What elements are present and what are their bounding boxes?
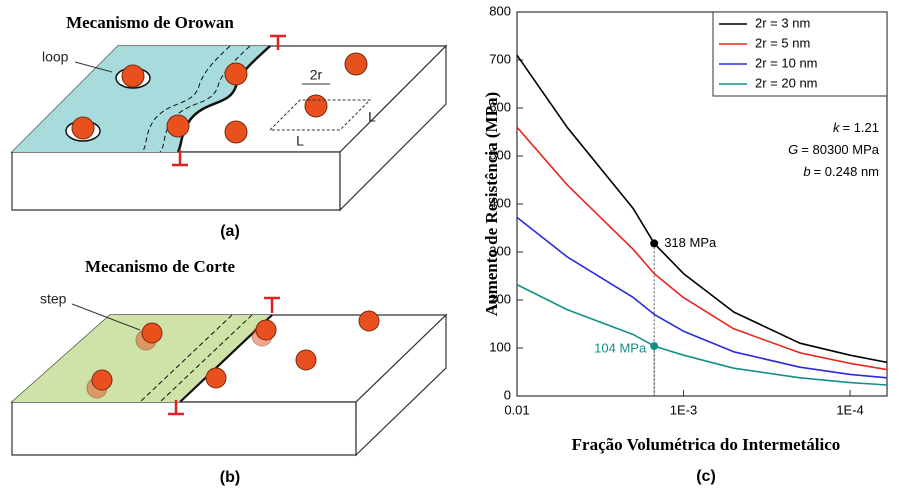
series-line bbox=[516, 216, 888, 379]
x-axis-label: Fração Volumétrica do Intermetálico bbox=[572, 435, 841, 454]
y-tick-label: 500 bbox=[489, 147, 511, 162]
spacing-box bbox=[268, 99, 372, 131]
y-axis-label: Aumento de Resistência (MPa) bbox=[482, 92, 501, 316]
caption: (c) bbox=[696, 468, 716, 485]
label: loop bbox=[42, 49, 69, 65]
constant-symbol: G bbox=[788, 142, 798, 157]
panel-a: Mecanismo de Orowan loop 2r L L (a) bbox=[10, 13, 448, 240]
slab-front bbox=[11, 151, 341, 211]
y-tick-label: 400 bbox=[489, 195, 511, 210]
label: L bbox=[296, 133, 304, 149]
y-tick-label: 600 bbox=[489, 99, 511, 114]
sheared-area bbox=[12, 315, 272, 402]
legend-box bbox=[712, 11, 888, 97]
x-tick-label: 1E-3 bbox=[670, 402, 697, 417]
particles bbox=[71, 52, 368, 144]
legend-label: 2r = 20 nm bbox=[755, 75, 818, 90]
dislocation bbox=[176, 45, 271, 153]
dislocation-trace bbox=[139, 314, 253, 403]
legend-label: 2r = 10 nm bbox=[755, 55, 818, 70]
y-tick-label: 0 bbox=[504, 387, 511, 402]
marker bbox=[650, 342, 659, 351]
y-tick-label: 300 bbox=[489, 243, 511, 258]
panel-b: Mecanismo de Corte step (b) bbox=[10, 257, 448, 486]
dislocation-symbol bbox=[168, 296, 280, 416]
constant: G = 80300 MPa bbox=[788, 142, 880, 157]
panel-title: Mecanismo de Orowan bbox=[66, 13, 234, 32]
x-tick-label: 0.01 bbox=[504, 402, 529, 417]
series-line bbox=[516, 126, 888, 371]
caption: (b) bbox=[220, 469, 240, 486]
panel-title: Mecanismo de Corte bbox=[85, 257, 236, 276]
y-tick-label: 700 bbox=[489, 51, 511, 66]
dislocation-symbol bbox=[172, 34, 286, 167]
constant-value: = 0.248 nm bbox=[814, 164, 879, 179]
pointer bbox=[71, 303, 141, 331]
legend-label: 2r = 3 nm bbox=[755, 15, 810, 30]
particles bbox=[86, 310, 380, 399]
caption: (a) bbox=[220, 223, 240, 240]
slab-front bbox=[11, 401, 357, 456]
y-tick-label: 200 bbox=[489, 291, 511, 306]
label: 2r bbox=[310, 67, 323, 83]
series-line bbox=[516, 283, 888, 386]
constant: b = 0.248 nm bbox=[803, 164, 879, 179]
slab-side bbox=[355, 313, 447, 457]
constant: k = 1.21 bbox=[833, 120, 879, 135]
dislocation-trace bbox=[159, 45, 251, 153]
label: L bbox=[368, 109, 376, 125]
slab-side bbox=[339, 44, 447, 212]
marker bbox=[650, 239, 659, 248]
y-tick-label: 100 bbox=[489, 339, 511, 354]
constant-value: = 80300 MPa bbox=[801, 142, 879, 157]
marker-label: 318 MPa bbox=[664, 235, 717, 250]
constant-symbol: b bbox=[803, 164, 810, 179]
legend-label: 2r = 5 nm bbox=[755, 35, 810, 50]
x-tick-label: 1E-4 bbox=[836, 402, 863, 417]
pointer bbox=[74, 61, 113, 73]
label: step bbox=[40, 291, 67, 307]
series-line bbox=[516, 54, 888, 364]
marker-label: 104 MPa bbox=[594, 341, 647, 356]
chart: Aumento de Resistência (MPa) Fração Volu… bbox=[482, 92, 840, 485]
y-tick-label: 800 bbox=[489, 3, 511, 18]
constant-value: = 1.21 bbox=[842, 120, 879, 135]
constant-symbol: k bbox=[833, 120, 841, 135]
dislocation-trace bbox=[141, 45, 231, 153]
